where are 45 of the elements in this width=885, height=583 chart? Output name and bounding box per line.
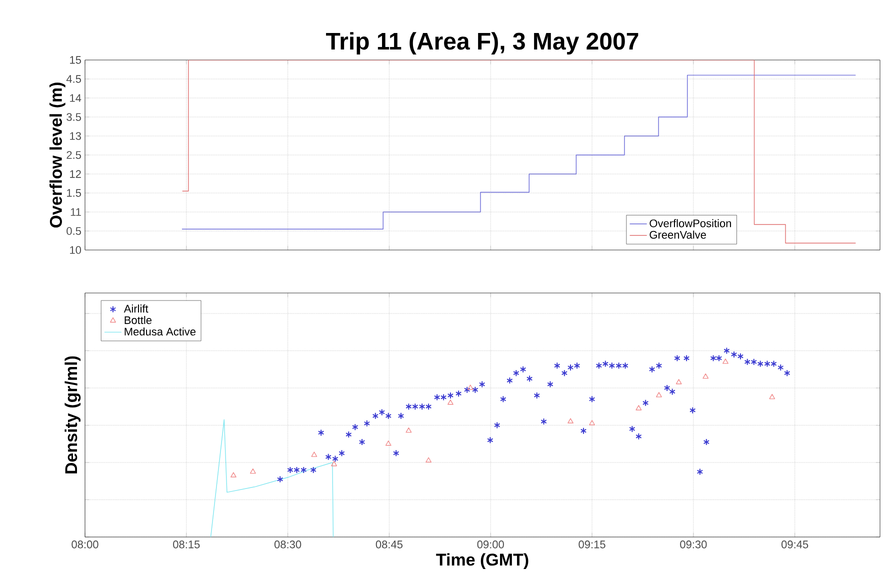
legend-label: Medusa Active xyxy=(124,327,196,336)
point xyxy=(426,457,432,462)
y-axis-title: Overflow level (m) xyxy=(49,82,66,228)
legend-label: OverflowPosition xyxy=(650,219,731,228)
y2-tick-label: 12 xyxy=(70,170,81,178)
legend-label: Bottle xyxy=(124,316,152,324)
chart-title: Trip 11 (Area F), 3 May 2007 xyxy=(326,32,638,54)
point xyxy=(722,358,728,364)
point xyxy=(467,384,474,390)
point xyxy=(331,461,337,466)
point xyxy=(589,420,595,426)
point xyxy=(636,405,642,410)
x-tick-label: 09:30 xyxy=(680,540,707,548)
point xyxy=(230,472,236,478)
point xyxy=(311,452,318,457)
point xyxy=(385,440,392,446)
y-tick-label: 1.5 xyxy=(67,189,81,197)
legend-label: Airlift xyxy=(124,304,148,313)
y-tick-label: 0.5 xyxy=(66,227,81,235)
x-axis-title: Time (GMT) xyxy=(436,553,528,570)
y2-tick-label: 14 xyxy=(70,94,82,102)
x-tick-label: 09:45 xyxy=(781,540,808,548)
y-tick-label: 4.5 xyxy=(66,75,81,83)
y-tick-label: 3.5 xyxy=(66,113,81,121)
point xyxy=(250,468,256,474)
point xyxy=(448,400,454,405)
point xyxy=(406,427,412,433)
point xyxy=(702,373,709,379)
legend-label: GreenValve xyxy=(650,230,706,239)
y-tick-label: 2.5 xyxy=(66,151,81,159)
x-tick-label: 09:00 xyxy=(477,540,504,548)
y2-tick-label: 11 xyxy=(70,208,81,216)
y2-tick-label: 15 xyxy=(70,56,81,64)
x-tick-label: 08:45 xyxy=(376,540,402,548)
point xyxy=(676,379,682,384)
y2-tick-label: 13 xyxy=(70,132,81,140)
point xyxy=(568,418,574,424)
x-tick-label: 08:30 xyxy=(274,540,302,548)
x-tick-label: 09:15 xyxy=(578,540,606,548)
y-axis-title: Density (gr/ml) xyxy=(64,356,81,474)
point xyxy=(769,394,776,400)
point xyxy=(656,392,662,398)
x-tick-label: 08:15 xyxy=(173,540,200,548)
x-tick-label: 08:00 xyxy=(72,540,98,548)
y2-tick-label: 10 xyxy=(70,246,82,254)
